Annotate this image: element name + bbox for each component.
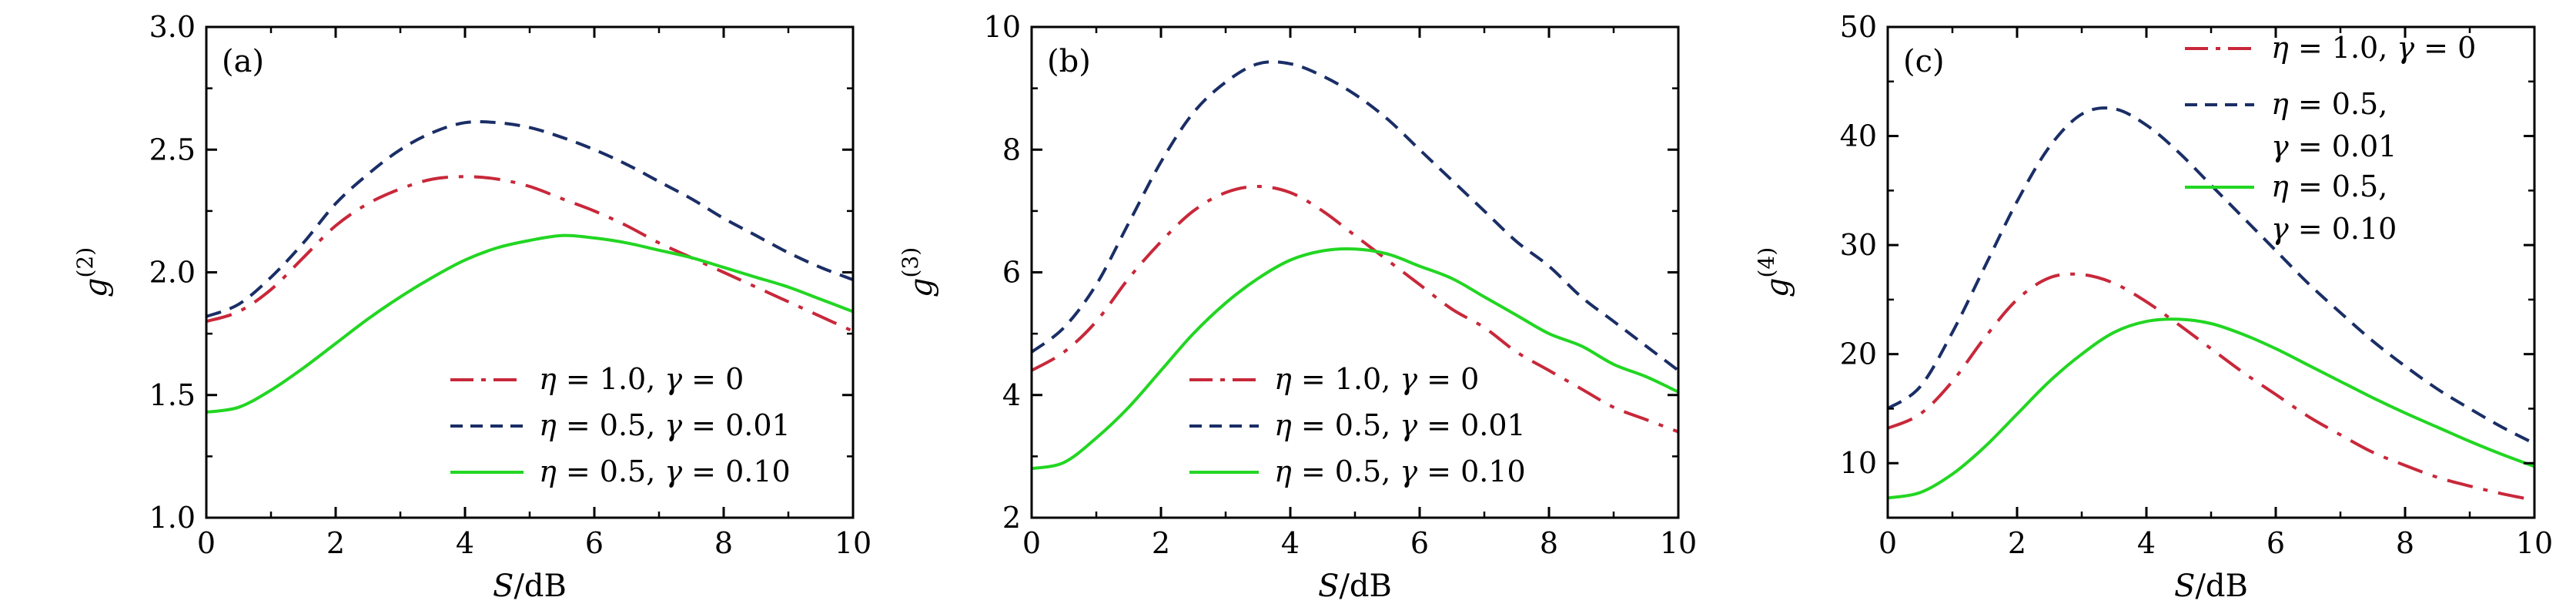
panel-label: (b) <box>1047 44 1091 79</box>
y-tick-label: 3.0 <box>149 10 196 44</box>
y-axis-label: g(4) <box>1754 247 1795 297</box>
y-tick-label: 40 <box>1840 119 1877 153</box>
y-tick-label: 8 <box>1002 133 1021 166</box>
x-tick-label: 4 <box>1281 526 1300 560</box>
y-tick-label: 10 <box>1840 446 1877 480</box>
x-tick-label: 8 <box>1540 526 1558 560</box>
plot-frame <box>1030 25 1680 519</box>
x-tick-label: 6 <box>1410 526 1429 560</box>
y-tick-label: 4 <box>1002 378 1021 412</box>
legend-entry: η = 0.5, γ = 0.10 <box>1274 455 1526 488</box>
legend: η = 1.0, γ = 0 η = 0.5, γ = 0.01η = 0.5, γ … <box>2185 31 2476 246</box>
x-tick-label: 2 <box>1152 526 1170 560</box>
x-tick-label: 2 <box>2008 526 2026 560</box>
x-tick-label: 4 <box>456 526 474 560</box>
plot-frame <box>1886 25 2536 519</box>
plot-frame <box>205 25 855 519</box>
y-tick-label: 6 <box>1002 256 1021 290</box>
legend-entry: η = 0.5, γ = 0.10 <box>539 455 791 488</box>
x-tick-label: 4 <box>2137 526 2156 560</box>
y-axis-label: g(2) <box>72 247 114 297</box>
x-tick-label: 8 <box>2396 526 2414 560</box>
legend-entry: η = 0.5, γ = 0.01 <box>539 408 791 442</box>
legend-entry: η = 0.5, γ = 0.01 <box>2271 87 2397 163</box>
x-tick-label: 0 <box>197 526 216 560</box>
y-tick-label: 2.5 <box>149 133 196 166</box>
x-tick-label: 6 <box>2267 526 2285 560</box>
series-line-dashed <box>206 120 853 318</box>
x-tick-label: 6 <box>585 526 604 560</box>
x-tick-label: 0 <box>1878 526 1897 560</box>
x-tick-label: 10 <box>1660 526 1697 560</box>
x-tick-label: 10 <box>2516 526 2553 560</box>
x-axis-label: S/dB <box>2174 569 2248 604</box>
series-line-dash-dot <box>206 175 853 333</box>
panel-a: 0 2 4 6 8 10 1.0 1.5 2.0 2.5 3.0 (a) S/dB g(2) η = 1.0… <box>72 10 871 604</box>
x-axis-label: S/dB <box>1318 569 1392 604</box>
x-tick-label: 10 <box>835 526 871 560</box>
series-line-dash-dot <box>1032 184 1678 434</box>
y-tick-label: 50 <box>1840 10 1877 44</box>
x-axis-label: S/dB <box>493 569 567 604</box>
series-line-solid <box>1888 317 2534 500</box>
series-line-dashed <box>1888 106 2534 445</box>
panel-label: (c) <box>1903 44 1945 79</box>
y-tick-label: 2.0 <box>149 256 196 290</box>
y-tick-label: 30 <box>1840 228 1877 262</box>
legend: η = 1.0, γ = 0 η = 0.5, γ = 0.01 η = 0.5, … <box>450 362 791 488</box>
x-tick-label: 0 <box>1022 526 1041 560</box>
x-tick-label: 2 <box>326 526 345 560</box>
y-axis-label: g(3) <box>898 247 939 297</box>
x-tick-label: 8 <box>714 526 733 560</box>
series-line-dash-dot <box>1888 272 2534 502</box>
y-tick-label: 10 <box>984 10 1021 44</box>
legend-entry: η = 0.5, γ = 0.10 <box>2271 169 2397 246</box>
legend-entry: η = 1.0, γ = 0 <box>1274 362 1479 396</box>
panel-c: 0 2 4 6 8 10 10 20 30 40 50 (c) S/dB g(4) η = 1.0, γ =… <box>1754 10 2553 604</box>
y-tick-label: 1.5 <box>149 378 196 412</box>
legend-entry: η = 1.0, γ = 0 <box>2271 31 2476 65</box>
y-tick-label: 20 <box>1840 337 1877 371</box>
series-line-solid <box>1032 247 1678 471</box>
y-tick-label: 2 <box>1002 501 1021 535</box>
legend-entry: η = 1.0, γ = 0 <box>539 362 744 396</box>
legend-entry: η = 0.5, γ = 0.01 <box>1274 408 1526 442</box>
legend: η = 1.0, γ = 0 η = 0.5, γ = 0.01 η = 0.5, … <box>1189 362 1526 488</box>
series-line-dashed <box>1032 60 1678 372</box>
y-tick-label: 1.0 <box>149 501 196 535</box>
panel-label: (a) <box>222 44 264 79</box>
series-line-solid <box>206 233 853 414</box>
